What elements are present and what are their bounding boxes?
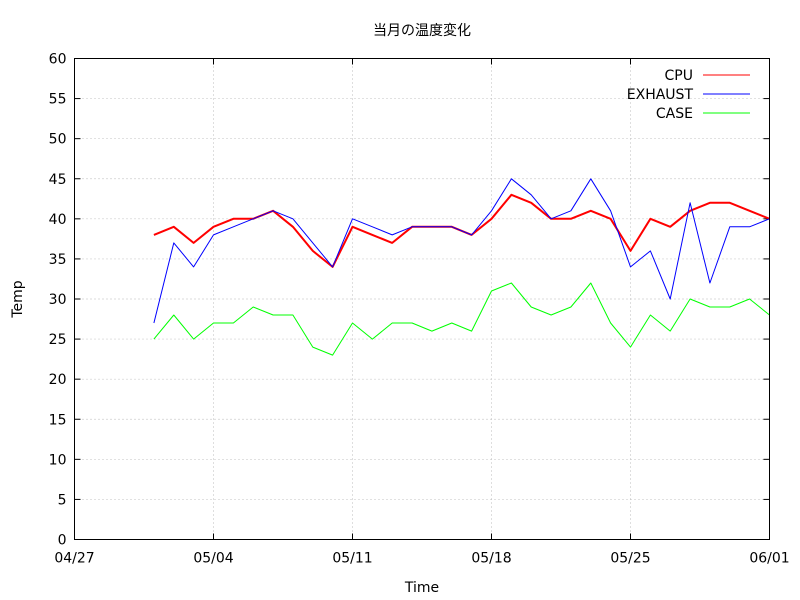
y-tick-label: 45 xyxy=(49,172,67,188)
y-tick-label: 35 xyxy=(49,252,67,268)
x-tick-label: 05/25 xyxy=(610,551,650,567)
x-axis-title: Time xyxy=(404,580,439,596)
y-tick-label: 10 xyxy=(49,452,67,468)
plot-frame xyxy=(74,58,770,540)
x-tick-labels: 04/27 05/04 05/11 05/18 05/25 06/01 xyxy=(54,551,789,567)
y-tick-labels: 0 5 10 15 20 25 30 35 40 45 50 55 60 xyxy=(49,52,67,549)
y-tick-label: 0 xyxy=(58,533,67,549)
y-tick-label: 40 xyxy=(49,212,67,228)
legend: CPU EXHAUST CASE xyxy=(627,68,750,122)
x-tick-label: 05/11 xyxy=(332,551,372,567)
series-line-case xyxy=(153,282,770,356)
chart-title: 当月の温度変化 xyxy=(373,22,471,39)
y-tick-label: 20 xyxy=(49,372,67,388)
grid xyxy=(74,58,770,540)
y-tick-label: 15 xyxy=(49,412,67,428)
x-tick-label: 06/01 xyxy=(749,551,789,567)
series-line-exhaust xyxy=(153,178,770,324)
series-lines xyxy=(153,178,770,356)
legend-label: EXHAUST xyxy=(627,87,694,103)
y-tick-label: 5 xyxy=(58,492,67,508)
x-tick-label: 05/18 xyxy=(471,551,511,567)
y-tick-label: 25 xyxy=(49,332,67,348)
y-tick-label: 55 xyxy=(49,92,67,108)
legend-label: CPU xyxy=(665,68,693,84)
y-axis-title: Temp xyxy=(10,280,26,318)
y-tick-label: 30 xyxy=(49,292,67,308)
y-tick-label: 60 xyxy=(49,52,67,68)
legend-label: CASE xyxy=(656,106,693,122)
x-tick-label: 04/27 xyxy=(54,551,94,567)
y-tick-label: 50 xyxy=(49,132,67,148)
x-tick-label: 05/04 xyxy=(193,551,233,567)
